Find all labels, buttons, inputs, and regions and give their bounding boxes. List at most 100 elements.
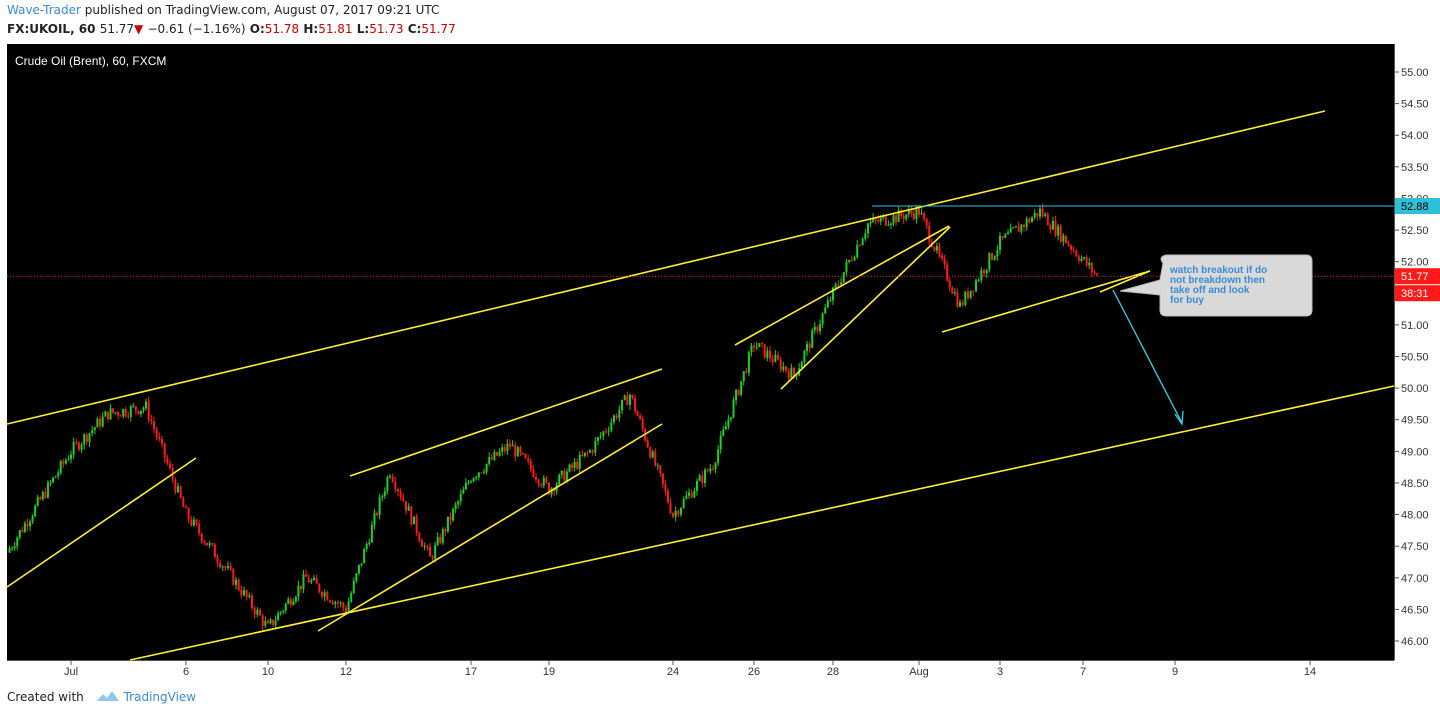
plot-area[interactable] <box>7 44 1394 660</box>
candle <box>305 569 307 577</box>
candle <box>771 354 774 366</box>
candle <box>267 618 269 624</box>
trendline[interactable] <box>6 457 197 588</box>
candle <box>134 405 137 416</box>
candle <box>439 533 442 545</box>
candle <box>646 437 649 449</box>
candle <box>813 322 816 335</box>
price-chart[interactable]: 46.00 46.50 47.00 47.50 48.00 48.50 49.00 49.50… <box>0 40 1440 680</box>
candle <box>93 426 96 435</box>
candle <box>975 278 977 293</box>
trendline[interactable] <box>349 368 663 477</box>
candle <box>221 565 224 572</box>
candle <box>256 607 259 618</box>
candle <box>436 532 439 547</box>
candle <box>1020 223 1023 235</box>
candle <box>496 451 498 457</box>
candle <box>26 518 29 532</box>
change-arrow-icon: ▼ <box>134 22 144 36</box>
candle <box>850 255 853 262</box>
candle <box>337 599 339 609</box>
candle <box>785 365 787 374</box>
annotation-text: not breakdown then <box>1170 275 1265 286</box>
candle <box>329 599 331 604</box>
candle <box>394 476 397 493</box>
candle <box>127 412 130 420</box>
low-value: 51.73 <box>369 22 404 36</box>
candle <box>685 490 688 500</box>
candle <box>895 214 898 226</box>
candle <box>467 479 470 485</box>
candle <box>737 388 740 396</box>
trendline[interactable] <box>129 385 1395 661</box>
x-tick-label: Aug <box>909 666 929 678</box>
candle <box>983 268 985 278</box>
candle <box>972 290 975 297</box>
candle <box>70 450 72 464</box>
x-tick-label: 14 <box>1304 666 1316 678</box>
candle <box>77 440 80 452</box>
candle <box>357 564 360 576</box>
candle <box>779 356 782 373</box>
brand-link[interactable]: TradingView <box>123 690 197 704</box>
trendline[interactable] <box>941 270 1151 333</box>
y-tick-label: 46.00 <box>1401 636 1429 648</box>
candle <box>1028 217 1031 224</box>
trendline[interactable] <box>734 225 950 346</box>
trendline[interactable] <box>6 110 1326 425</box>
candle <box>1067 240 1070 247</box>
candle <box>985 269 988 278</box>
candle <box>613 414 615 425</box>
time-axis[interactable] <box>7 660 1394 680</box>
candle <box>1015 225 1017 228</box>
trendline[interactable] <box>780 226 951 390</box>
candle <box>629 393 631 410</box>
low-label: L: <box>356 22 370 36</box>
candle <box>795 375 798 381</box>
candle <box>578 451 581 474</box>
candle <box>142 406 145 414</box>
price-axis[interactable] <box>1394 44 1440 660</box>
candle <box>350 590 353 603</box>
candle <box>560 470 563 479</box>
candle <box>621 399 623 415</box>
candle <box>187 507 190 523</box>
candle <box>943 254 946 270</box>
candle <box>472 477 475 483</box>
candle <box>840 277 843 286</box>
candle <box>310 578 313 585</box>
candle <box>1025 216 1028 231</box>
candle <box>1077 253 1080 265</box>
candle <box>1083 256 1086 261</box>
candle <box>969 290 972 300</box>
last-price: 51.77 <box>99 22 135 36</box>
candle <box>251 592 253 611</box>
candle <box>842 272 845 284</box>
candle <box>446 516 449 534</box>
candle <box>80 442 83 454</box>
annotation-text: take off and look <box>1170 285 1250 296</box>
candle <box>208 540 211 549</box>
forecast-arrow[interactable] <box>1112 289 1183 424</box>
annotation-callout[interactable] <box>1119 254 1313 317</box>
candle <box>821 312 824 328</box>
trendline[interactable] <box>1099 270 1151 293</box>
candle <box>545 476 548 485</box>
candle <box>429 543 431 557</box>
candle <box>397 487 399 497</box>
candle <box>203 539 206 546</box>
trendline[interactable] <box>317 423 663 632</box>
candle <box>581 450 584 457</box>
candle <box>884 215 887 227</box>
candle <box>706 468 709 473</box>
candle <box>511 440 514 447</box>
author-link[interactable]: Wave-Trader <box>7 3 81 17</box>
candle <box>1001 235 1004 241</box>
y-tick-label: 55.00 <box>1401 67 1429 79</box>
candle <box>1051 216 1054 230</box>
candle <box>905 213 908 222</box>
countdown-label: 38:31 <box>1401 288 1429 300</box>
candle <box>790 363 793 379</box>
candle <box>423 542 426 551</box>
candle <box>1017 221 1020 232</box>
